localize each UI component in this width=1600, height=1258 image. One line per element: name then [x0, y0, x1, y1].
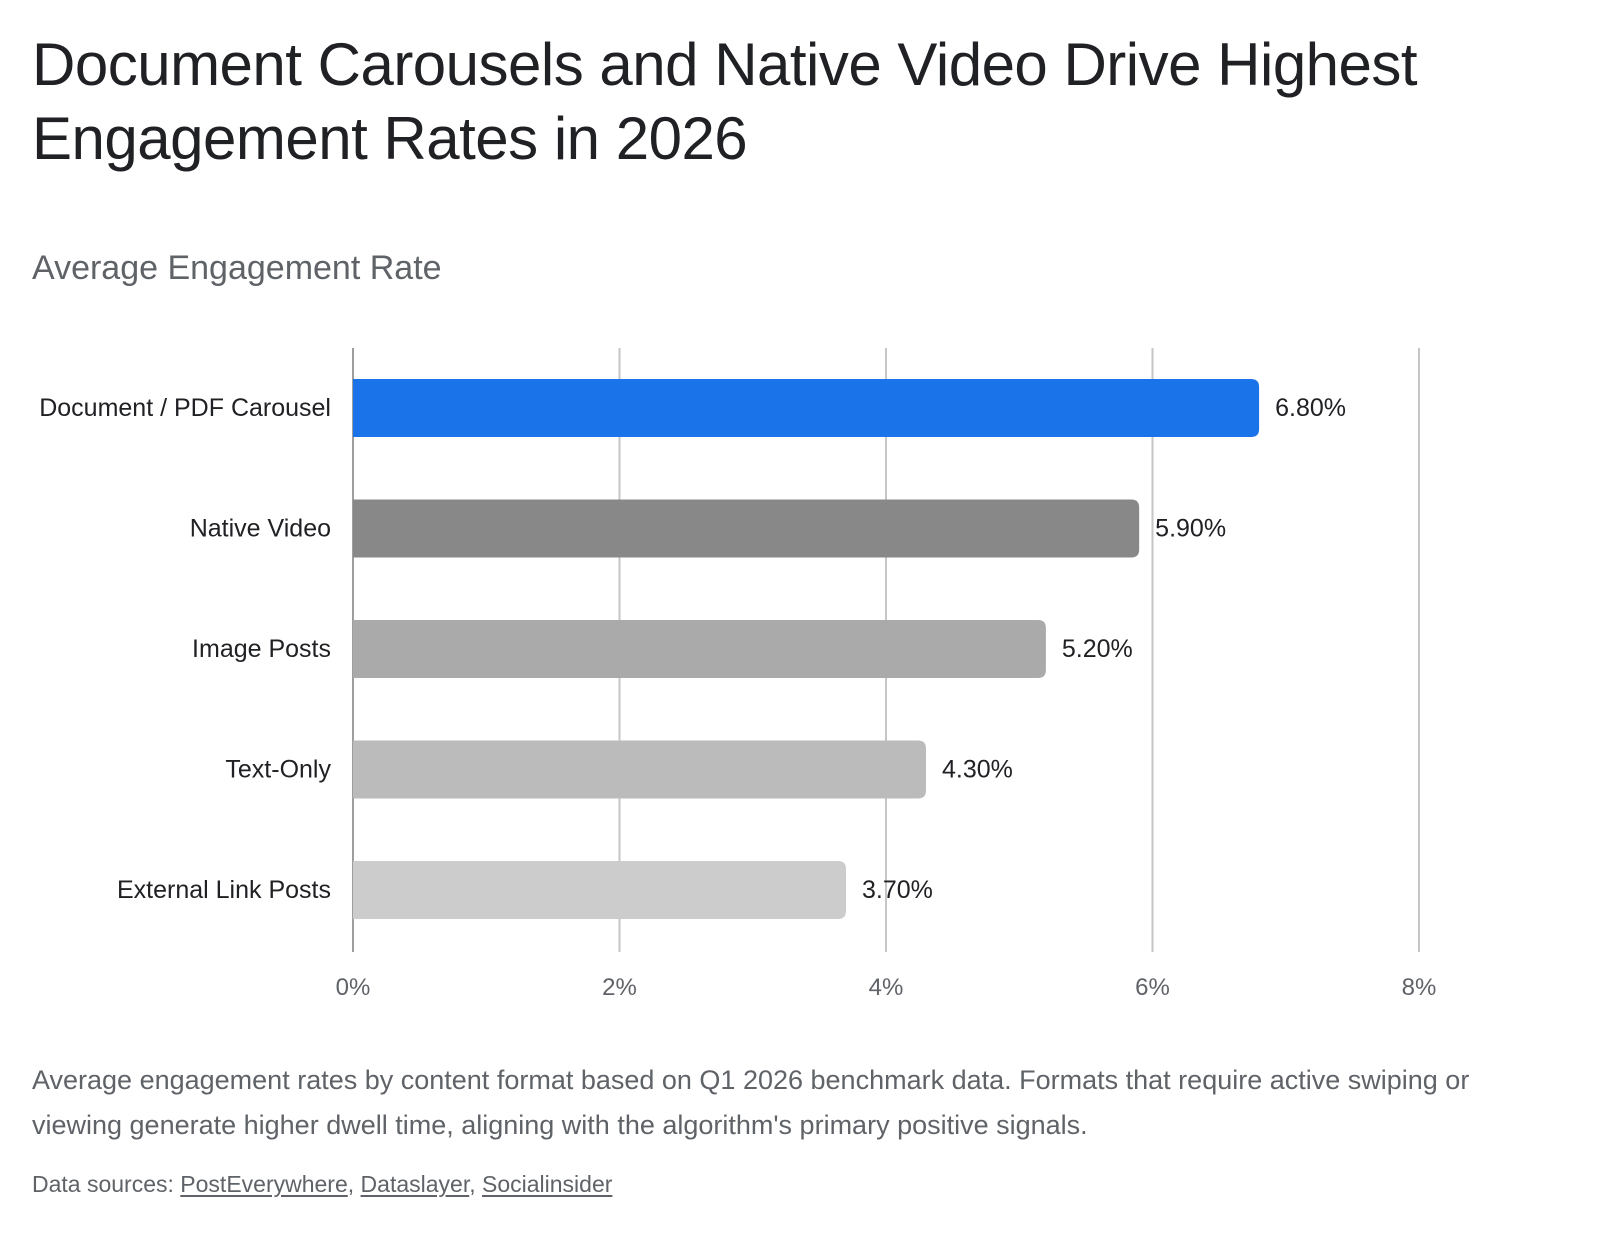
- chart-title: Document Carousels and Native Video Driv…: [32, 31, 1418, 172]
- source-link-dataslayer[interactable]: Dataslayer: [360, 1171, 470, 1197]
- sources-label: Data sources:: [32, 1171, 181, 1197]
- category-label: External Link Posts: [117, 876, 331, 904]
- value-label: 3.70%: [862, 876, 933, 904]
- chart-subtitle: Average Engagement Rate: [32, 249, 442, 287]
- value-label: 5.90%: [1155, 515, 1226, 543]
- x-tick-label: 4%: [869, 974, 904, 1001]
- source-link-socialinsider[interactable]: Socialinsider: [482, 1171, 613, 1197]
- x-tick-label: 0%: [336, 974, 371, 1001]
- value-label: 6.80%: [1275, 394, 1346, 422]
- bar-4: [353, 861, 847, 919]
- value-label: 5.20%: [1062, 635, 1133, 663]
- x-tick-label: 8%: [1402, 974, 1437, 1001]
- source-separator: ,: [347, 1171, 361, 1197]
- bars: [353, 379, 1260, 919]
- source-separator: ,: [469, 1171, 482, 1197]
- value-label: 4.30%: [942, 756, 1013, 784]
- bar-3: [353, 740, 926, 799]
- source-link-posteverywhere[interactable]: PostEverywhere: [180, 1171, 348, 1197]
- category-label: Text-Only: [225, 756, 331, 784]
- chart-caption: Average engagement rates by content form…: [32, 1065, 1470, 1140]
- data-sources: Data sources: PostEverywhere, Dataslayer…: [32, 1168, 612, 1200]
- category-label: Document / PDF Carousel: [39, 394, 331, 422]
- x-tick-label: 6%: [1135, 974, 1170, 1001]
- category-label: Image Posts: [192, 635, 331, 663]
- bar-1: [353, 499, 1140, 558]
- labels: 0% 2% 4% 6% 8% Document / PDF Carousel 6.80% Na…: [39, 394, 1436, 1001]
- x-tick-label: 2%: [602, 974, 637, 1001]
- bar-2: [353, 620, 1046, 678]
- category-label: Native Video: [190, 515, 331, 543]
- bar-chart: 0% 2% 4% 6% 8% Document / PDF Carousel 6.80% Na…: [39, 348, 1436, 1001]
- bar-0: [353, 379, 1260, 437]
